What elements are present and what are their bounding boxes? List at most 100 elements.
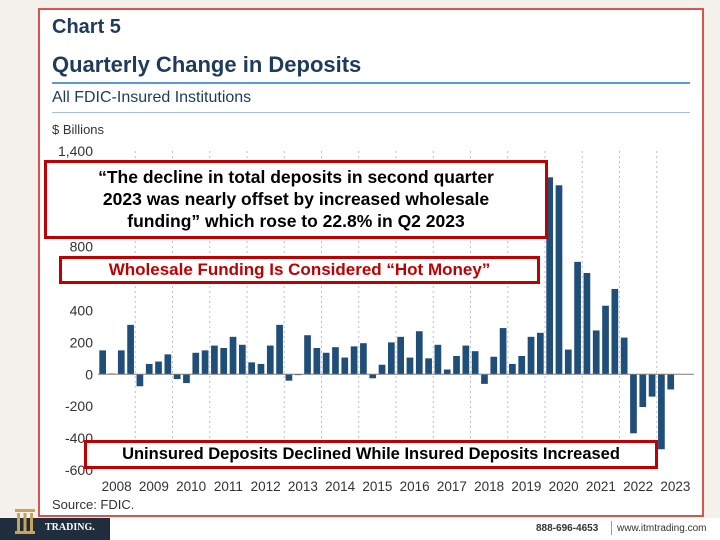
bar-2015-q1 [360,343,367,375]
bar-2021-q2 [592,330,600,375]
bar-2008-q3 [117,350,125,375]
website-link[interactable]: www.itmtrading.com [617,523,707,534]
bar-2022-q2 [630,374,637,434]
bar-2013-q1 [285,374,293,381]
footer-divider [611,521,612,535]
x-tick-label: 2016 [400,479,430,494]
footer-logo-panel [0,518,110,540]
bar-2014-q3 [341,357,349,375]
bar-2012-q3 [266,345,274,375]
bar-2017-q1 [434,344,442,375]
bar-2018-q4 [499,328,507,375]
bar-2009-q2 [145,363,153,375]
chart-number-label: Chart 5 [52,16,121,38]
x-tick-label: 2023 [660,479,690,494]
logo-wordmark: TRADING. [45,522,95,533]
bar-2020-q1 [546,177,554,375]
y-axis-unit-label: $ Billions [52,122,105,137]
quote-callout: “The decline in total deposits in second… [44,160,548,239]
bar-2016-q3 [415,331,423,375]
bar-2016-q1 [397,336,405,375]
phone-number[interactable]: 888-696-4653 [536,523,599,534]
bar-2019-q3 [527,336,535,375]
x-tick-label: 2017 [437,479,467,494]
bar-2009-q1 [136,374,144,387]
bar-2017-q3 [453,355,460,375]
bar-2011-q2 [220,347,228,375]
x-tick-label: 2009 [139,479,169,494]
bar-2010-q3 [192,352,200,375]
bar-2018-q1 [471,351,479,375]
x-tick-label: 2010 [176,479,206,494]
y-tick-label: 400 [70,303,94,319]
bar-2019-q1 [509,363,516,375]
bar-2010-q4 [201,350,209,375]
bar-2022-q3 [639,374,647,407]
y-tick-label: 200 [70,334,94,350]
hot-money-callout: Wholesale Funding Is Considered “Hot Mon… [59,256,540,284]
chart-title: Quarterly Change in Deposits [52,52,362,77]
bar-2010-q2 [183,374,190,384]
bar-2008-q4 [127,324,134,375]
x-tick-label: 2020 [549,479,579,494]
x-tick-label: 2015 [362,479,392,494]
footer-bar [0,518,720,540]
bar-2014-q4 [350,346,358,375]
bar-2018-q3 [490,356,498,375]
pillar-logo-icon [15,509,35,534]
bar-2017-q4 [462,345,470,375]
bar-2012-q2 [257,363,265,375]
bar-2020-q4 [574,261,581,375]
bar-2010-q1 [173,374,181,380]
bar-2021-q1 [583,273,591,375]
bar-2018-q2 [481,374,488,384]
source-note: Source: FDIC. [52,497,135,512]
bar-2011-q1 [211,345,218,375]
bar-2022-q4 [648,374,656,397]
bar-2008-q1 [99,350,107,375]
bar-2020-q3 [564,349,572,375]
bar-2014-q1 [322,352,330,375]
y-tick-label: 800 [70,239,94,255]
x-tick-label: 2013 [288,479,318,494]
bar-2016-q4 [425,358,432,375]
bar-2013-q3 [304,335,311,375]
bar-2011-q3 [229,336,237,375]
quote-line-3: funding” which rose to 22.8% in Q2 2023 [127,211,465,231]
x-tick-label: 2019 [511,479,541,494]
bar-2021-q3 [602,305,609,375]
bar-2015-q2 [369,374,377,379]
bar-2023-q1 [658,374,665,450]
bar-2009-q3 [155,361,162,375]
y-tick-label: -200 [65,398,93,414]
bar-2023-q2 [667,374,675,390]
bar-2015-q4 [387,342,395,375]
bar-2017-q2 [443,369,451,375]
quote-line-2: 2023 was nearly offset by increased whol… [102,189,490,209]
bar-2016-q2 [406,357,414,375]
x-tick-label: 2021 [586,479,616,494]
x-tick-label: 2008 [102,479,132,494]
chart-subtitle: All FDIC-Insured Institutions [52,89,252,106]
x-tick-label: 2014 [325,479,356,494]
x-tick-label: 2011 [214,479,243,494]
x-tick-label: 2018 [474,479,504,494]
bar-2013-q4 [313,347,321,375]
bar-2012-q1 [248,362,256,375]
y-tick-label: 0 [85,366,93,382]
x-tick-label: 2012 [251,479,281,494]
x-tick-label: 2022 [623,479,653,494]
bar-2011-q4 [238,344,246,375]
subtitle-divider [52,112,690,113]
quote-line-1: “The decline in total deposits in second… [98,167,494,187]
y-tick-label: 1,400 [58,143,93,159]
uninsured-deposits-callout: Uninsured Deposits Declined While Insure… [84,440,658,469]
bar-2021-q4 [611,288,619,375]
bar-2022-q1 [620,337,628,375]
bar-2019-q4 [536,332,544,375]
bar-2009-q4 [164,354,172,375]
bar-2019-q2 [518,355,526,375]
bar-2020-q2 [555,185,563,375]
bar-2014-q2 [332,347,339,375]
bar-2015-q3 [378,364,386,375]
